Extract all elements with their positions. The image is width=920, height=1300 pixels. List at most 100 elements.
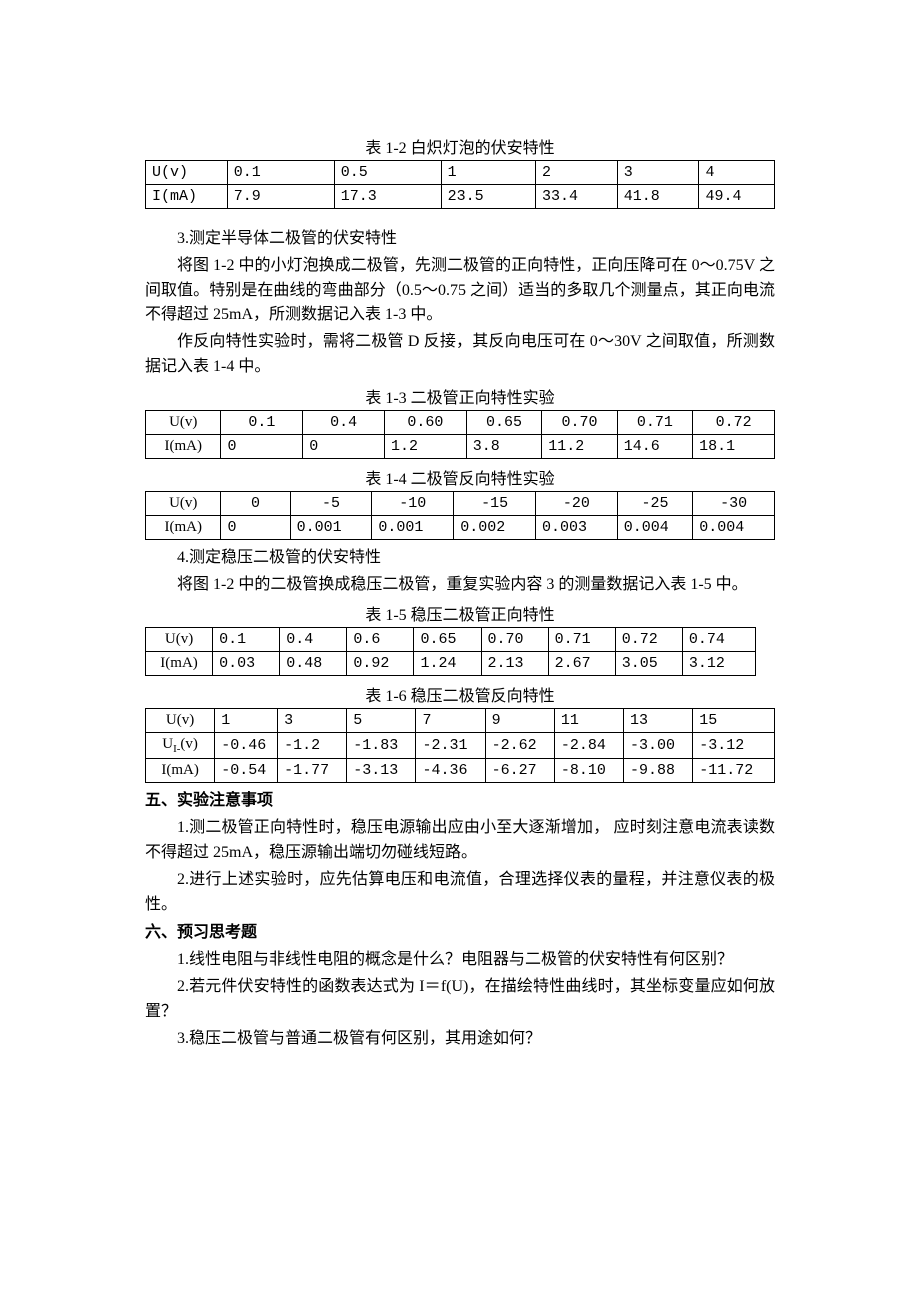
cell: 0.70 xyxy=(481,628,548,652)
cell: 0.5 xyxy=(334,161,441,185)
sec6-item3: 3.稳压二极管与普通二极管有何区别，其用途如何？ xyxy=(145,1027,775,1052)
sec6-item1: 1.线性电阻与非线性电阻的概念是什么？电阻器与二极管的伏安特性有何区别？ xyxy=(145,948,775,973)
cell: -30 xyxy=(693,491,775,515)
cell: -15 xyxy=(454,491,536,515)
cell: U(v) xyxy=(146,410,221,434)
cell: -9.88 xyxy=(624,759,693,783)
cell: -6.27 xyxy=(485,759,554,783)
cell: 2 xyxy=(535,161,617,185)
cell: -20 xyxy=(535,491,617,515)
cell: 23.5 xyxy=(441,185,535,209)
cell: 0 xyxy=(221,491,290,515)
cell: 0.72 xyxy=(615,628,682,652)
cell: -25 xyxy=(617,491,692,515)
cell: I(mA) xyxy=(146,515,221,539)
cell: -5 xyxy=(290,491,372,515)
cell: 0 xyxy=(221,434,303,458)
table-row: I(mA) 7.9 17.3 23.5 33.4 41.8 49.4 xyxy=(146,185,775,209)
section-6-head: 六、预习思考题 xyxy=(145,921,775,946)
cell: 1 xyxy=(215,709,278,733)
cell: 0.92 xyxy=(347,652,414,676)
cell: 9 xyxy=(485,709,554,733)
cell-ui-minus: UI-(v) xyxy=(146,733,215,759)
cell: U(v) xyxy=(146,628,213,652)
cell: 0 xyxy=(221,515,290,539)
cell: U(v) xyxy=(146,491,221,515)
cell: 3.05 xyxy=(615,652,682,676)
cell: -1.83 xyxy=(347,733,416,759)
cell: U(v) xyxy=(146,161,228,185)
p3-body1: 将图 1-2 中的小灯泡换成二极管，先测二极管的正向特性，正向压降可在 0～0.… xyxy=(145,254,775,328)
table-row: I(mA) 0 0.001 0.001 0.002 0.003 0.004 0.… xyxy=(146,515,775,539)
table-row: U(v) 0 -5 -10 -15 -20 -25 -30 xyxy=(146,491,775,515)
table-1-2-caption: 表 1-2 白炽灯泡的伏安特性 xyxy=(145,134,775,158)
cell: 0.65 xyxy=(466,410,541,434)
cell: I(mA) xyxy=(146,434,221,458)
cell: -4.36 xyxy=(416,759,485,783)
table-1-3-caption: 表 1-3 二极管正向特性实验 xyxy=(145,384,775,408)
cell: 11 xyxy=(554,709,623,733)
cell: 18.1 xyxy=(693,434,775,458)
cell: 3.8 xyxy=(466,434,541,458)
cell: 1 xyxy=(441,161,535,185)
cell: -3.00 xyxy=(624,733,693,759)
cell: -10 xyxy=(372,491,454,515)
p4-body: 将图 1-2 中的二极管换成稳压二极管，重复实验内容 3 的测量数据记入表 1-… xyxy=(145,573,775,598)
cell: -1.77 xyxy=(278,759,347,783)
table-1-5-caption: 表 1-5 稳压二极管正向特性 xyxy=(145,601,775,625)
cell: -8.10 xyxy=(554,759,623,783)
table-1-3: U(v) 0.1 0.4 0.60 0.65 0.70 0.71 0.72 I(… xyxy=(145,410,775,459)
cell: -0.54 xyxy=(215,759,278,783)
table-row: U(v) 0.1 0.4 0.60 0.65 0.70 0.71 0.72 xyxy=(146,410,775,434)
cell: 0.70 xyxy=(542,410,617,434)
cell: 2.13 xyxy=(481,652,548,676)
cell: 3.12 xyxy=(682,652,755,676)
cell: -2.62 xyxy=(485,733,554,759)
cell: 0 xyxy=(303,434,385,458)
table-1-4-caption: 表 1-4 二极管反向特性实验 xyxy=(145,465,775,489)
cell: 1.2 xyxy=(385,434,467,458)
sec6-item2: 2.若元件伏安特性的函数表达式为 I＝f(U)，在描绘特性曲线时，其坐标变量应如… xyxy=(145,975,775,1025)
cell: -1.2 xyxy=(278,733,347,759)
sec5-item2: 2.进行上述实验时，应先估算电压和电流值，合理选择仪表的量程，并注意仪表的极性。 xyxy=(145,868,775,918)
cell: -3.12 xyxy=(693,733,775,759)
table-1-4: U(v) 0 -5 -10 -15 -20 -25 -30 I(mA) 0 0.… xyxy=(145,491,775,540)
cell: -2.84 xyxy=(554,733,623,759)
cell: 0.1 xyxy=(227,161,334,185)
table-row: UI-(v) -0.46 -1.2 -1.83 -2.31 -2.62 -2.8… xyxy=(146,733,775,759)
cell: 7 xyxy=(416,709,485,733)
cell: 0.1 xyxy=(221,410,303,434)
cell: 0.48 xyxy=(280,652,347,676)
table-row: U(v) 0.1 0.4 0.6 0.65 0.70 0.71 0.72 0.7… xyxy=(146,628,756,652)
cell: 15 xyxy=(693,709,775,733)
cell: 0.60 xyxy=(385,410,467,434)
cell: 2.67 xyxy=(548,652,615,676)
cell: 0.71 xyxy=(617,410,692,434)
cell: 1.24 xyxy=(414,652,481,676)
cell: 0.004 xyxy=(617,515,692,539)
cell: 0.001 xyxy=(290,515,372,539)
cell: 17.3 xyxy=(334,185,441,209)
cell: 0.1 xyxy=(213,628,280,652)
cell: 0.4 xyxy=(303,410,385,434)
cell: 7.9 xyxy=(227,185,334,209)
cell: 0.74 xyxy=(682,628,755,652)
p4-title: 4.测定稳压二极管的伏安特性 xyxy=(145,546,775,571)
sec5-item1: 1.测二极管正向特性时，稳压电源输出应由小至大逐渐增加， 应时刻注意电流表读数不… xyxy=(145,816,775,866)
cell: 11.2 xyxy=(542,434,617,458)
cell: 0.6 xyxy=(347,628,414,652)
p3-body2: 作反向特性实验时，需将二极管 D 反接，其反向电压可在 0～30V 之间取值，所… xyxy=(145,330,775,380)
cell: -2.31 xyxy=(416,733,485,759)
cell: I(mA) xyxy=(146,185,228,209)
cell: 14.6 xyxy=(617,434,692,458)
cell: 0.72 xyxy=(693,410,775,434)
cell: 4 xyxy=(699,161,775,185)
table-row: I(mA) 0.03 0.48 0.92 1.24 2.13 2.67 3.05… xyxy=(146,652,756,676)
cell: 13 xyxy=(624,709,693,733)
table-1-6-caption: 表 1-6 稳压二极管反向特性 xyxy=(145,682,775,706)
table-row: U(v) 1 3 5 7 9 11 13 15 xyxy=(146,709,775,733)
table-row: U(v) 0.1 0.5 1 2 3 4 xyxy=(146,161,775,185)
cell: 0.4 xyxy=(280,628,347,652)
cell: 41.8 xyxy=(617,185,699,209)
cell: I(mA) xyxy=(146,652,213,676)
